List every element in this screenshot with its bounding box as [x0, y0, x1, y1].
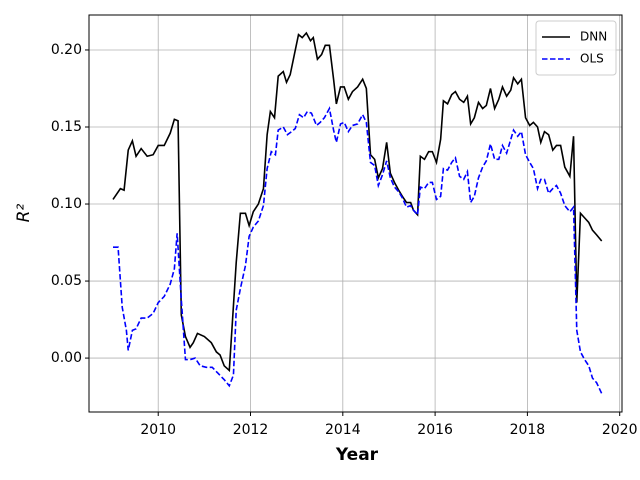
legend-box	[535, 20, 617, 76]
x-axis-label: Year	[335, 445, 379, 465]
x-tick-label: 2012	[233, 422, 269, 438]
x-tick-label: 2010	[140, 422, 176, 438]
x-tick-label: 2020	[602, 422, 638, 438]
y-tick-label: 0.00	[51, 350, 82, 366]
y-tick-label: 0.05	[51, 273, 82, 289]
legend-label: DNN	[580, 30, 607, 44]
y-tick-label: 0.10	[51, 196, 82, 212]
x-tick-label: 2014	[325, 422, 361, 438]
y-tick-label: 0.15	[51, 119, 82, 135]
legend-label: OLS	[580, 52, 604, 66]
x-tick-label: 2016	[417, 422, 453, 438]
series-line	[112, 31, 603, 373]
series-line	[113, 106, 603, 394]
plot-frame	[88, 14, 623, 413]
y-axis-label: R²	[14, 204, 34, 223]
y-tick-label: 0.20	[51, 42, 82, 58]
x-tick-label: 2018	[510, 422, 546, 438]
